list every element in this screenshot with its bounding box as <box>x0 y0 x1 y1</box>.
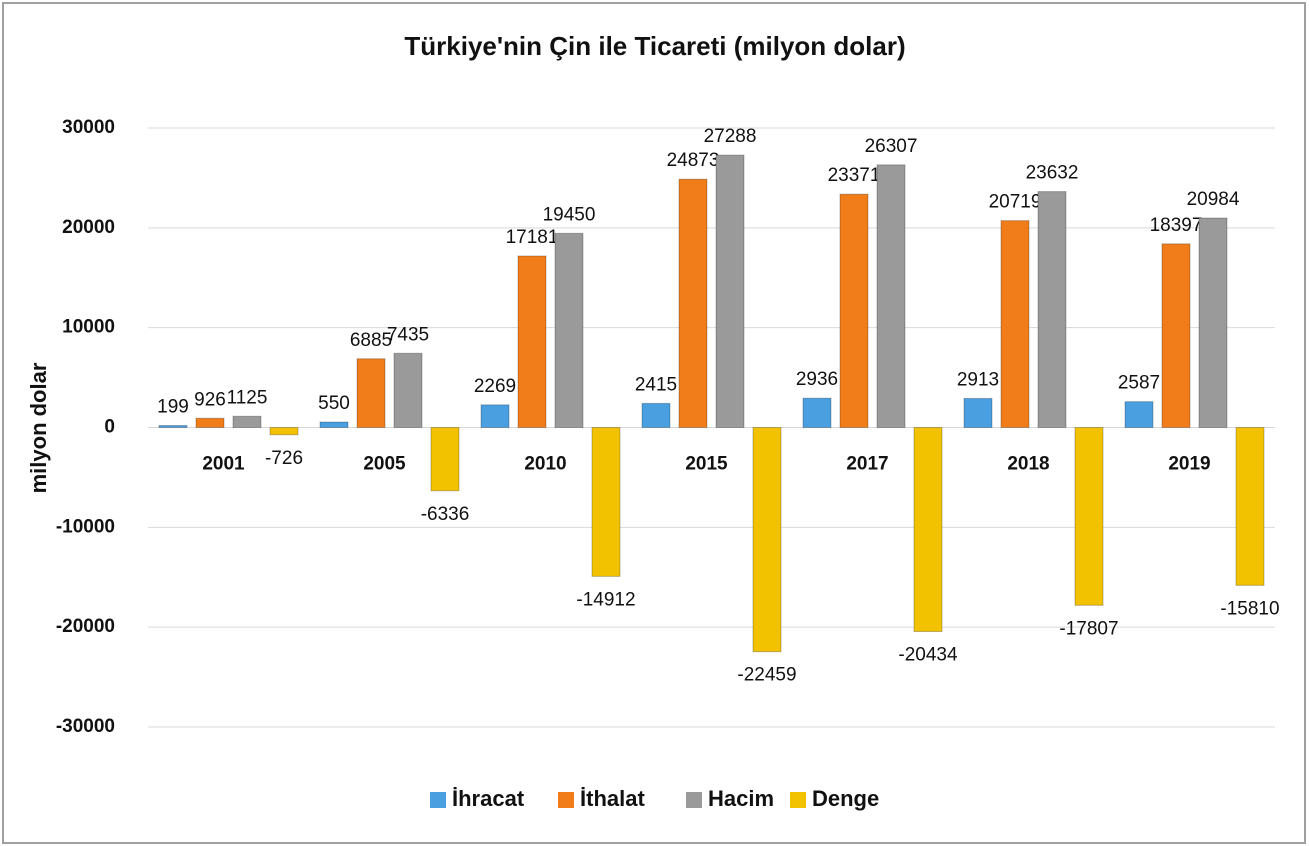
data-label: 6885 <box>350 330 392 351</box>
y-tick-label: 0 <box>104 417 115 438</box>
data-label: -15810 <box>1220 598 1279 619</box>
y-tick-label: 30000 <box>62 117 115 138</box>
y-tick-label: -30000 <box>56 716 115 737</box>
legend-swatch <box>430 792 446 808</box>
y-axis-label: milyon dolar <box>26 362 51 493</box>
data-label: 18397 <box>1150 215 1203 236</box>
data-label: 2913 <box>957 369 999 390</box>
x-tick-label: 2010 <box>524 454 566 475</box>
x-tick-label: 2019 <box>1168 454 1210 475</box>
data-label: 20719 <box>989 192 1042 213</box>
bar <box>1235 427 1265 586</box>
data-label: -14912 <box>576 589 635 610</box>
bar <box>269 427 299 436</box>
data-label: 2269 <box>474 376 516 397</box>
bar <box>1198 217 1228 428</box>
bar <box>232 415 262 428</box>
data-label: 2587 <box>1118 373 1160 394</box>
data-label: 550 <box>318 393 350 414</box>
bar <box>480 404 510 428</box>
legend-swatch <box>558 792 574 808</box>
y-tick-label: -10000 <box>56 516 115 537</box>
bar <box>1161 243 1191 428</box>
y-tick-label: 20000 <box>62 217 115 238</box>
legend-label: Hacim <box>708 786 774 811</box>
bar <box>913 427 943 632</box>
bar <box>641 402 671 429</box>
data-label: -17807 <box>1059 618 1118 639</box>
legend-swatch <box>790 792 806 808</box>
bar <box>752 427 782 653</box>
data-label: 2415 <box>635 374 677 395</box>
legend-label: İthalat <box>580 786 645 811</box>
bar <box>715 154 745 428</box>
y-tick-label: 10000 <box>62 317 115 338</box>
bar <box>393 352 423 429</box>
bar <box>963 397 993 428</box>
x-tick-label: 2018 <box>1007 454 1049 475</box>
legend-label: Denge <box>812 786 879 811</box>
bar <box>678 178 708 428</box>
bar <box>158 425 188 428</box>
data-label: 19450 <box>543 204 596 225</box>
data-label: 199 <box>157 397 189 418</box>
bar <box>839 193 869 428</box>
bar <box>1037 191 1067 428</box>
bar <box>319 421 349 428</box>
x-tick-label: 2017 <box>846 454 888 475</box>
bar <box>876 164 906 429</box>
data-label: -22459 <box>737 665 796 686</box>
data-label: 23632 <box>1026 163 1079 184</box>
data-label: 7435 <box>387 324 429 345</box>
bar <box>195 417 225 428</box>
bar <box>1074 427 1104 606</box>
legend-label: İhracat <box>452 786 525 811</box>
bar <box>591 427 621 577</box>
data-label: 24873 <box>667 150 720 171</box>
data-label: 26307 <box>865 136 918 157</box>
data-label: 17181 <box>506 227 559 248</box>
x-tick-label: 2015 <box>685 454 728 475</box>
data-label: -726 <box>265 448 303 469</box>
data-label: 27288 <box>704 126 757 147</box>
x-tick-label: 2001 <box>202 454 245 475</box>
data-label: 926 <box>194 389 226 410</box>
bar <box>1000 220 1030 428</box>
x-tick-label: 2005 <box>363 454 406 475</box>
bar <box>1124 401 1154 429</box>
bar <box>554 232 584 428</box>
bar <box>517 255 547 428</box>
y-tick-label: -20000 <box>56 616 115 637</box>
bar <box>802 397 832 428</box>
data-label: 20984 <box>1187 189 1240 210</box>
data-label: -20434 <box>898 645 958 666</box>
chart-title: Türkiye'nin Çin ile Ticareti (milyon dol… <box>404 31 905 61</box>
data-label: 23371 <box>828 165 881 186</box>
data-label: 2936 <box>796 369 838 390</box>
bar <box>356 358 386 428</box>
legend-swatch <box>686 792 702 808</box>
bar <box>430 427 460 492</box>
data-label: 1125 <box>227 387 268 408</box>
data-label: -6336 <box>421 504 470 525</box>
